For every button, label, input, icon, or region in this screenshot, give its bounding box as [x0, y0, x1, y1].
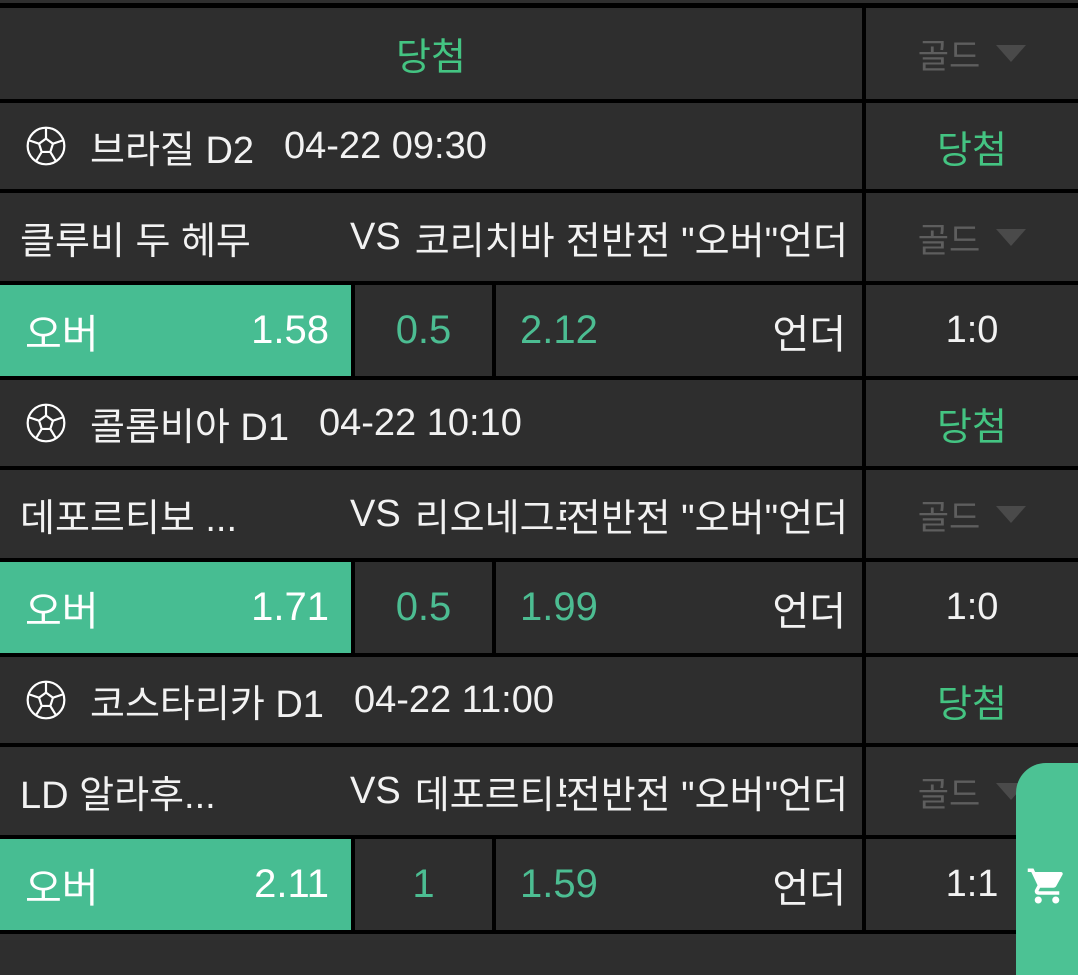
teams-row: LD 알라후... VS 데포르티보 사... 전반전 "오버"언더 골드 [0, 747, 1078, 839]
over-odds-value: 2.11 [254, 862, 329, 906]
handicap-line-value: 0.5 [395, 585, 452, 629]
gold-dropdown-label: 골드 [917, 221, 981, 260]
match-status-cell: 당첨 [862, 380, 1078, 466]
odds-row: 오버 1.71 0.5 1.99 언더 1:0 [0, 562, 1078, 657]
gold-cell: 골드 [862, 193, 1078, 281]
handicap-line-value: 0.5 [395, 308, 452, 352]
bet-slip-cart-button[interactable] [1016, 763, 1078, 975]
handicap-line-value: 1 [412, 862, 435, 906]
home-team-name: LD 알라후... [20, 774, 216, 817]
gold-dropdown[interactable]: 골드 [918, 29, 1027, 78]
league-row-main: 브라질 D2 04-22 09:30 [0, 103, 862, 189]
top-divider [0, 0, 1078, 8]
match-score: 1:1 [945, 863, 999, 905]
over-odds-value: 1.71 [251, 585, 329, 629]
score-cell: 1:0 [862, 562, 1078, 653]
result-column-title: 당첨 [396, 37, 466, 79]
score-cell: 1:1 [862, 839, 1078, 930]
match-status-cell: 당첨 [862, 657, 1078, 743]
league-row: 브라질 D2 04-22 09:30 당첨 [0, 103, 1078, 193]
teams-row: 데포르티보 ... VS 리오네그로 아... 전반전 "오버"언더 골드 [0, 470, 1078, 562]
under-label: 언더 [772, 866, 846, 911]
league-row: 코스타리카 D1 04-22 11:00 당첨 [0, 657, 1078, 747]
over-label: 오버 [25, 312, 99, 357]
teams-row-main: 클루비 두 헤무 VS 코리치바 FC 전반전 "오버"언더 [0, 193, 862, 281]
match-status-badge: 당첨 [937, 129, 1007, 172]
over-odds-value: 1.58 [251, 308, 329, 352]
away-team-name: 코리치바 FC [414, 220, 566, 263]
under-odds-value: 1.59 [520, 862, 598, 906]
match-status-badge: 당첨 [937, 683, 1007, 726]
teams-row-main: LD 알라후... VS 데포르티보 사... 전반전 "오버"언더 [0, 747, 862, 835]
over-label: 오버 [25, 866, 99, 911]
match-score: 1:0 [945, 309, 999, 351]
match-datetime: 04-22 10:10 [318, 401, 522, 444]
odds-row: 오버 1.58 0.5 2.12 언더 1:0 [0, 285, 1078, 380]
gold-dropdown[interactable]: 골드 [918, 767, 1027, 816]
match-group: 코스타리카 D1 04-22 11:00 당첨 LD 알라후... VS 데포르… [0, 657, 1078, 934]
match-group: 콜롬비아 D1 04-22 10:10 당첨 데포르티보 ... VS 리오네그… [0, 380, 1078, 657]
gold-dropdown[interactable]: 골드 [918, 490, 1027, 539]
shopping-cart-icon [1027, 867, 1063, 903]
match-list: 브라질 D2 04-22 09:30 당첨 클루비 두 헤무 VS 코리치바 F… [0, 103, 1078, 934]
chevron-down-icon [996, 228, 1027, 246]
soccer-ball-icon [26, 403, 66, 443]
over-bet-option-selected[interactable]: 오버 1.71 [0, 562, 355, 653]
league-row-main: 콜롬비아 D1 04-22 10:10 [0, 380, 862, 466]
results-header-main: 당첨 [0, 8, 862, 99]
league-name: 브라질 D2 [90, 129, 255, 172]
gold-dropdown-label: 골드 [917, 775, 981, 814]
gold-dropdown-label: 골드 [917, 498, 981, 537]
odds-row: 오버 2.11 1 1.59 언더 1:1 [0, 839, 1078, 934]
away-team-name: 리오네그로 아... [414, 497, 566, 540]
home-team-name: 데포르티보 ... [20, 497, 238, 540]
under-label: 언더 [772, 589, 846, 634]
league-row: 콜롬비아 D1 04-22 10:10 당첨 [0, 380, 1078, 470]
under-bet-option[interactable]: 2.12 언더 [496, 285, 862, 376]
handicap-line-cell: 1 [355, 839, 496, 930]
market-label: 전반전 "오버"언더 [565, 774, 848, 817]
league-name: 코스타리카 D1 [90, 683, 324, 726]
under-odds-value: 1.99 [520, 585, 598, 629]
under-odds-value: 2.12 [520, 308, 598, 352]
over-label: 오버 [25, 589, 99, 634]
home-team-name: 클루비 두 헤무 [20, 220, 251, 263]
vs-label: VS [350, 492, 401, 535]
away-team-name: 데포르티보 사... [414, 774, 566, 817]
match-score: 1:0 [945, 586, 999, 628]
match-status-cell: 당첨 [862, 103, 1078, 189]
teams-row-main: 데포르티보 ... VS 리오네그로 아... 전반전 "오버"언더 [0, 470, 862, 558]
under-bet-option[interactable]: 1.99 언더 [496, 562, 862, 653]
chevron-down-icon [996, 45, 1027, 62]
gold-column-header: 골드 [862, 8, 1078, 99]
league-name: 콜롬비아 D1 [90, 406, 289, 449]
vs-label: VS [350, 215, 401, 258]
handicap-line-cell: 0.5 [355, 562, 496, 653]
soccer-ball-icon [26, 680, 66, 720]
under-label: 언더 [772, 312, 846, 357]
score-cell: 1:0 [862, 285, 1078, 376]
teams-row: 클루비 두 헤무 VS 코리치바 FC 전반전 "오버"언더 골드 [0, 193, 1078, 285]
over-bet-option-selected[interactable]: 오버 1.58 [0, 285, 355, 376]
league-row-main: 코스타리카 D1 04-22 11:00 [0, 657, 862, 743]
match-status-badge: 당첨 [937, 406, 1007, 449]
gold-cell: 골드 [862, 470, 1078, 558]
market-label: 전반전 "오버"언더 [565, 497, 848, 540]
vs-label: VS [350, 769, 401, 812]
over-bet-option-selected[interactable]: 오버 2.11 [0, 839, 355, 930]
market-label: 전반전 "오버"언더 [565, 220, 848, 263]
handicap-line-cell: 0.5 [355, 285, 496, 376]
match-group: 브라질 D2 04-22 09:30 당첨 클루비 두 헤무 VS 코리치바 F… [0, 103, 1078, 380]
match-datetime: 04-22 09:30 [284, 124, 487, 167]
gold-dropdown-label: 골드 [917, 38, 981, 76]
results-header-row: 당첨 골드 [0, 8, 1078, 103]
soccer-ball-icon [26, 126, 66, 166]
match-datetime: 04-22 11:00 [353, 678, 554, 721]
gold-dropdown[interactable]: 골드 [918, 213, 1027, 262]
chevron-down-icon [996, 505, 1027, 523]
under-bet-option[interactable]: 1.59 언더 [496, 839, 862, 930]
